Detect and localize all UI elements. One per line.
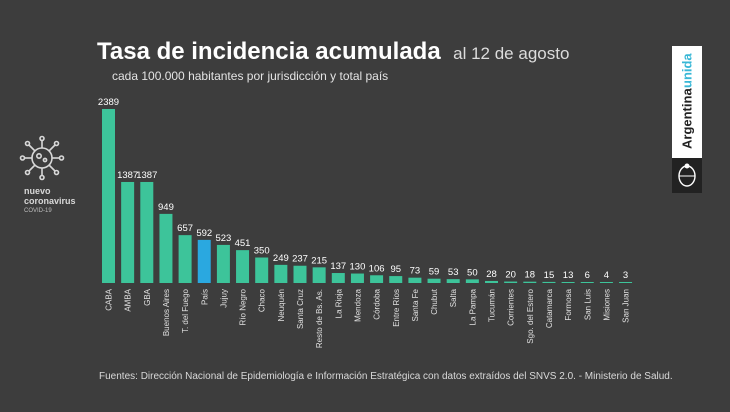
category-label-4: T. del Fuego xyxy=(181,288,190,333)
bar-21 xyxy=(504,281,518,283)
value-label-4: 657 xyxy=(177,223,193,234)
value-label-7: 451 xyxy=(235,238,251,249)
bar-5 xyxy=(197,239,211,283)
category-label-3: Buenos Aires xyxy=(162,289,171,336)
category-label-26: Misiones xyxy=(602,289,611,321)
category-label-22: Sgo. del Estero xyxy=(526,288,535,343)
value-label-20: 28 xyxy=(486,269,497,280)
value-label-22: 18 xyxy=(525,270,536,281)
bar-24 xyxy=(561,282,575,283)
value-label-8: 350 xyxy=(254,246,270,257)
bar-0 xyxy=(102,109,115,283)
bar-27 xyxy=(619,282,633,283)
bar-17 xyxy=(427,278,441,283)
value-label-18: 53 xyxy=(448,267,459,278)
value-label-6: 523 xyxy=(215,233,231,244)
category-label-21: Corrientes xyxy=(507,289,516,326)
category-label-18: Salta xyxy=(449,288,458,307)
bar-14 xyxy=(370,275,384,283)
bar-8 xyxy=(255,257,269,283)
bar-13 xyxy=(350,273,364,283)
chart-title: Tasa de incidencia acumulada xyxy=(97,38,441,65)
category-label-10: Santa Cruz xyxy=(296,289,305,329)
value-label-16: 73 xyxy=(410,266,421,277)
value-label-3: 949 xyxy=(158,202,174,213)
value-label-12: 137 xyxy=(330,261,346,272)
category-label-6: Jujuy xyxy=(219,289,228,308)
category-label-27: San Juan xyxy=(622,289,631,323)
category-label-1: AMBA xyxy=(124,288,133,311)
category-label-0: CABA xyxy=(105,288,114,310)
value-label-21: 20 xyxy=(505,270,516,281)
bar-23 xyxy=(542,281,556,283)
value-label-1: 1387 xyxy=(117,170,138,181)
bar-2 xyxy=(140,181,154,283)
value-label-15: 95 xyxy=(390,264,401,275)
bar-15 xyxy=(389,276,403,283)
chart-subtitle: cada 100.000 habitantes por jurisdicción… xyxy=(112,69,389,83)
category-label-8: Chaco xyxy=(258,288,267,312)
bar-20 xyxy=(485,280,498,283)
value-label-2: 1387 xyxy=(136,170,157,181)
category-label-12: La Rioja xyxy=(334,288,343,318)
category-label-5: País xyxy=(200,289,209,305)
category-label-13: Mendoza xyxy=(353,288,362,321)
bar-11 xyxy=(312,267,326,283)
chart-date: al 12 de agosto xyxy=(453,44,570,63)
value-label-23: 15 xyxy=(544,270,555,281)
bar-10 xyxy=(293,265,307,283)
badge-line-1: nuevo xyxy=(24,186,51,196)
bar-1 xyxy=(121,181,135,283)
bar-7 xyxy=(236,250,250,283)
value-label-0: 2389 xyxy=(98,97,119,108)
value-label-5: 592 xyxy=(196,228,212,239)
category-label-7: Río Negro xyxy=(239,288,248,325)
badge-line-3: COVID-19 xyxy=(24,208,52,214)
category-label-24: Formosa xyxy=(564,288,573,320)
argentina-unida-logo: Argentina unida xyxy=(672,46,702,193)
category-label-17: Chubut xyxy=(430,288,439,315)
value-label-25: 6 xyxy=(585,270,590,281)
source-note: Fuentes: Dirección Nacional de Epidemiol… xyxy=(99,371,673,382)
value-label-14: 106 xyxy=(369,263,385,274)
badge-line-2: coronavirus xyxy=(24,196,76,206)
category-label-11: Resto de Bs. As. xyxy=(315,289,324,348)
virus-icon xyxy=(19,135,65,181)
category-label-2: GBA xyxy=(143,288,152,306)
category-label-9: Neuquén xyxy=(277,289,286,321)
bar-4 xyxy=(178,235,192,283)
national-seal-icon xyxy=(672,158,702,193)
value-label-27: 3 xyxy=(623,270,628,281)
category-label-25: San Luis xyxy=(583,289,592,320)
value-label-19: 50 xyxy=(467,267,478,278)
category-label-14: Córdoba xyxy=(373,288,382,319)
value-label-26: 4 xyxy=(604,270,609,281)
value-label-24: 13 xyxy=(563,270,574,281)
value-label-11: 215 xyxy=(311,255,327,266)
category-label-23: Catamarca xyxy=(545,288,554,328)
category-label-20: Tucumán xyxy=(488,289,497,322)
title-row: Tasa de incidencia acumulada al 12 de ag… xyxy=(97,38,569,66)
value-label-10: 237 xyxy=(292,254,308,265)
bar-25 xyxy=(580,282,594,283)
bar-9 xyxy=(274,264,288,283)
bar-16 xyxy=(408,277,422,283)
bar-18 xyxy=(446,279,460,283)
category-label-15: Entre Ríos xyxy=(392,289,401,327)
bar-12 xyxy=(331,273,345,283)
bar-6 xyxy=(216,244,230,283)
value-label-9: 249 xyxy=(273,253,289,264)
coronavirus-badge: nuevo coronavirus COVID-19 xyxy=(24,186,76,216)
category-label-16: Santa Fe xyxy=(411,288,420,321)
bar-22 xyxy=(523,281,537,283)
category-label-19: La Pampa xyxy=(468,288,477,325)
value-label-17: 59 xyxy=(429,267,440,278)
value-label-13: 130 xyxy=(350,262,366,273)
bar-26 xyxy=(599,282,613,283)
bar-19 xyxy=(465,279,479,283)
bar-3 xyxy=(159,213,173,283)
